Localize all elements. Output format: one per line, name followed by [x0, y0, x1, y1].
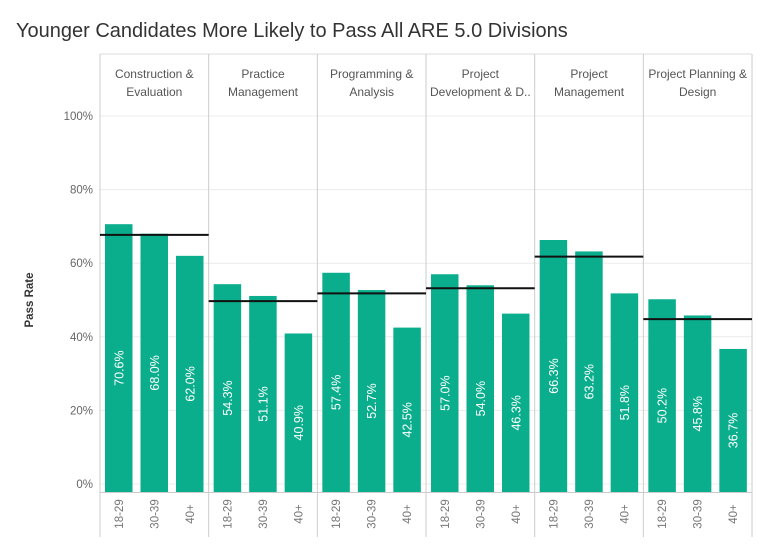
bar-value-label: 57.0%	[438, 375, 452, 410]
bar-value-label: 68.0%	[148, 355, 162, 390]
x-tick-label: 30-39	[258, 499, 270, 528]
bar	[393, 327, 421, 492]
y-tick-label: 20%	[70, 405, 93, 417]
bar-value-label: 42.5%	[401, 402, 415, 437]
x-tick-label: 18-29	[114, 499, 126, 528]
panel-header-label: Development & D..	[430, 85, 531, 99]
x-tick-label: 40+	[619, 504, 631, 524]
panel-header-label: Practice	[241, 67, 285, 81]
bar-value-label: 51.1%	[256, 386, 270, 421]
panel-header-label: Design	[679, 85, 716, 99]
bar-value-label: 57.4%	[330, 375, 344, 410]
bar	[249, 295, 277, 492]
y-tick-label: 40%	[70, 332, 93, 344]
panel-header-label: Programming &	[330, 67, 413, 81]
bar-value-label: 54.3%	[221, 380, 235, 415]
panel-header-label: Project Planning &	[648, 67, 747, 81]
y-tick-label: 80%	[70, 185, 93, 197]
y-tick-label: 0%	[76, 479, 93, 491]
bar	[213, 284, 242, 492]
bar-value-label: 40.9%	[292, 405, 306, 440]
bar-value-label: 52.7%	[365, 383, 379, 418]
bar-value-label: 70.6%	[112, 350, 126, 385]
x-tick-label: 18-29	[331, 499, 343, 528]
bar-value-label: 51.8%	[618, 385, 632, 420]
bar-value-label: 63.2%	[582, 364, 596, 399]
bar	[357, 290, 386, 492]
bar	[719, 348, 747, 492]
bar	[648, 299, 676, 492]
bar	[322, 272, 350, 492]
x-tick-label: 40+	[293, 504, 305, 524]
bar-value-label: 54.0%	[474, 381, 488, 416]
y-tick-label: 60%	[70, 258, 93, 270]
x-tick-label: 40+	[728, 504, 740, 524]
x-tick-label: 40+	[185, 504, 197, 524]
x-tick-label: 30-39	[149, 499, 161, 528]
bar	[610, 293, 639, 492]
bar	[176, 255, 204, 492]
panel-header-label: Construction &	[115, 67, 194, 81]
bar	[140, 233, 168, 492]
x-tick-label: 30-39	[475, 499, 487, 528]
bar-value-label: 45.8%	[691, 396, 705, 431]
x-tick-label: 30-39	[693, 499, 705, 528]
x-tick-label: 18-29	[222, 499, 234, 528]
bar-value-label: 66.3%	[547, 358, 561, 393]
x-tick-label: 18-29	[440, 499, 452, 528]
panel-header-label: Management	[228, 85, 299, 99]
x-tick-label: 40+	[402, 504, 414, 524]
bar-value-label: 46.3%	[509, 395, 523, 430]
bar-value-label: 50.2%	[656, 388, 670, 423]
bar	[284, 333, 313, 492]
bar	[683, 315, 712, 492]
panel-header-label: Project	[570, 67, 608, 81]
y-tick-label: 100%	[64, 111, 93, 123]
x-tick-label: 30-39	[367, 499, 379, 528]
bar-value-label: 62.0%	[183, 366, 197, 401]
panel-header-label: Analysis	[349, 85, 394, 99]
bar	[502, 313, 530, 492]
bar	[466, 285, 495, 492]
x-tick-label: 40+	[511, 504, 523, 524]
bar	[575, 251, 603, 492]
panel-header-label: Management	[554, 85, 625, 99]
x-tick-label: 30-39	[584, 499, 596, 528]
y-axis-label: Pass Rate	[24, 273, 36, 328]
panel-header-label: Project	[462, 67, 500, 81]
bar	[539, 240, 568, 492]
x-tick-label: 18-29	[657, 499, 669, 528]
x-tick-label: 18-29	[548, 499, 560, 528]
bar	[431, 274, 459, 492]
chart-title: Younger Candidates More Likely to Pass A…	[16, 20, 568, 42]
panel-header-label: Evaluation	[126, 85, 182, 99]
bar	[105, 224, 133, 492]
bar-value-label: 36.7%	[727, 413, 741, 448]
